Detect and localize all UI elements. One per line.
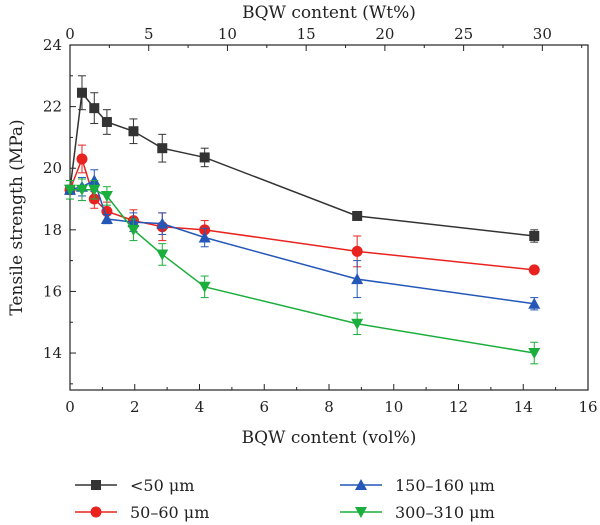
legend-item-1: 50–60 μm <box>75 503 209 522</box>
data-point <box>199 152 210 163</box>
legend-marker <box>90 506 102 518</box>
y-tick-label: 22 <box>43 98 62 116</box>
x-tick-label: 4 <box>195 398 205 416</box>
y-tick-label: 20 <box>43 159 62 177</box>
y-tick-label: 16 <box>43 282 62 300</box>
x-tick-label: 2 <box>130 398 140 416</box>
data-point <box>100 190 113 202</box>
data-point <box>76 87 87 98</box>
x-tick-label: 0 <box>65 398 75 416</box>
legend-marker <box>355 507 367 518</box>
series-3 <box>64 178 541 365</box>
x-tick-label: 16 <box>578 398 597 416</box>
data-point <box>89 103 100 114</box>
data-point <box>88 184 101 196</box>
y-tick-label: 14 <box>43 344 62 362</box>
y-axis-title: Tensile strength (MPa) <box>7 119 27 315</box>
legend-marker <box>91 480 101 490</box>
legend-label: 300–310 μm <box>395 503 495 522</box>
series-layer <box>64 75 541 365</box>
x-tick-label: 14 <box>514 398 533 416</box>
legend-label: 150–160 μm <box>395 476 495 495</box>
legend-label: 50–60 μm <box>130 503 209 522</box>
x-tick-label: 8 <box>324 398 334 416</box>
data-point <box>198 281 211 293</box>
x-tick-label: 12 <box>449 398 468 416</box>
x-tick-label: 6 <box>259 398 269 416</box>
data-point <box>352 210 363 221</box>
x-tick-label: 10 <box>384 398 403 416</box>
x-axis-title: BQW content (vol%) <box>242 428 417 448</box>
y-tick-label: 18 <box>43 221 62 239</box>
x2-tick-label: 25 <box>454 25 473 43</box>
legend-marker <box>355 479 367 490</box>
data-point <box>75 184 88 196</box>
x2-tick-label: 0 <box>65 25 75 43</box>
x2-tick-label: 15 <box>297 25 316 43</box>
y-tick-label: 24 <box>43 36 62 54</box>
data-point <box>156 217 169 229</box>
data-point <box>101 117 112 128</box>
data-point <box>128 126 139 137</box>
legend-item-2: 150–160 μm <box>340 476 495 495</box>
x2-tick-label: 20 <box>375 25 394 43</box>
x2-tick-label: 30 <box>533 25 552 43</box>
data-point <box>351 318 364 330</box>
legend-label: <50 μm <box>130 476 194 495</box>
data-point <box>528 348 541 360</box>
data-point <box>100 213 113 225</box>
data-point <box>198 231 211 243</box>
data-point <box>156 249 169 261</box>
series-line <box>69 179 535 305</box>
legend: <50 μm 50–60 μm 150–160 μm 300–310 μm <box>75 476 495 522</box>
data-point <box>528 264 540 276</box>
data-point <box>76 153 88 165</box>
legend-item-0: <50 μm <box>75 476 194 495</box>
data-point <box>127 224 140 236</box>
series-line <box>69 90 535 237</box>
x2-tick-label: 10 <box>218 25 237 43</box>
legend-item-3: 300–310 μm <box>340 503 495 522</box>
series-2 <box>64 169 541 311</box>
data-point <box>529 230 540 241</box>
data-point <box>157 143 168 154</box>
data-point <box>351 273 364 285</box>
data-point <box>528 297 541 309</box>
series-line <box>69 156 535 271</box>
x2-axis-title: BQW content (Wt%) <box>242 3 416 23</box>
series-1 <box>64 144 540 276</box>
plot-frame <box>69 44 589 391</box>
data-point <box>351 245 363 257</box>
data-point <box>64 184 76 196</box>
series-line <box>70 189 535 354</box>
series-0 <box>65 75 540 243</box>
x2-tick-label: 5 <box>144 25 154 43</box>
